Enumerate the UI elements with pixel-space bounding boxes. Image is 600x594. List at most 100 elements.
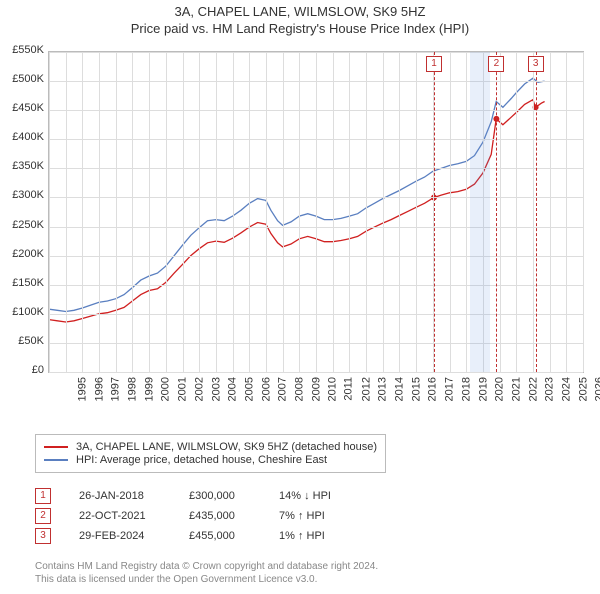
y-axis-label: £500K <box>4 73 44 85</box>
gridline-v <box>533 52 534 372</box>
gridline-v <box>183 52 184 372</box>
chart-area: 123 £0£50K£100K£150K£200K£250K£300K£350K… <box>0 46 600 426</box>
x-axis-label: 2002 <box>193 377 205 401</box>
gridline-v <box>500 52 501 372</box>
legend: 3A, CHAPEL LANE, WILMSLOW, SK9 5HZ (deta… <box>35 434 386 473</box>
gridline-v <box>283 52 284 372</box>
gridline-v <box>366 52 367 372</box>
x-axis-label: 2018 <box>460 377 472 401</box>
y-axis-label: £250K <box>4 219 44 231</box>
legend-swatch <box>44 459 68 461</box>
gridline-v <box>566 52 567 372</box>
x-axis-label: 2019 <box>477 377 489 401</box>
x-axis-label: 2009 <box>310 377 322 401</box>
footnote-line2: This data is licensed under the Open Gov… <box>35 573 378 586</box>
x-axis-label: 2014 <box>394 377 406 401</box>
gridline-v <box>99 52 100 372</box>
sales-delta: 7% ↑ HPI <box>279 510 379 522</box>
sale-marker: 1 <box>426 56 442 72</box>
sales-number-badge: 3 <box>35 528 51 544</box>
x-axis-label: 2000 <box>160 377 172 401</box>
sales-date: 26-JAN-2018 <box>79 490 189 502</box>
sale-guideline <box>434 52 435 372</box>
x-axis-label: 2007 <box>277 377 289 401</box>
gridline-v <box>333 52 334 372</box>
gridline-v <box>466 52 467 372</box>
x-axis-label: 2023 <box>544 377 556 401</box>
gridline-v <box>399 52 400 372</box>
x-axis-label: 2021 <box>510 377 522 401</box>
gridline-v <box>116 52 117 372</box>
gridline-v <box>216 52 217 372</box>
y-axis-label: £0 <box>4 364 44 376</box>
sale-guideline <box>536 52 537 372</box>
sales-date: 29-FEB-2024 <box>79 530 189 542</box>
legend-item: HPI: Average price, detached house, Ches… <box>44 454 377 466</box>
gridline-v <box>516 52 517 372</box>
sales-number-badge: 2 <box>35 508 51 524</box>
y-axis-label: £100K <box>4 306 44 318</box>
gridline-v <box>266 52 267 372</box>
gridline-v <box>450 52 451 372</box>
x-axis-label: 2013 <box>377 377 389 401</box>
x-axis-label: 2008 <box>293 377 305 401</box>
x-axis-label: 2025 <box>577 377 589 401</box>
x-axis-label: 2020 <box>494 377 506 401</box>
gridline-v <box>299 52 300 372</box>
x-axis-label: 2010 <box>327 377 339 401</box>
sale-marker: 2 <box>488 56 504 72</box>
x-axis-label: 2015 <box>410 377 422 401</box>
gridline-v <box>66 52 67 372</box>
gridline-v <box>416 52 417 372</box>
y-axis-label: £450K <box>4 102 44 114</box>
gridline-v <box>383 52 384 372</box>
y-axis-label: £50K <box>4 335 44 347</box>
sales-table: 126-JAN-2018£300,00014% ↓ HPI222-OCT-202… <box>35 484 379 548</box>
x-axis-label: 2006 <box>260 377 272 401</box>
x-axis-label: 2016 <box>427 377 439 401</box>
gridline-v <box>583 52 584 372</box>
gridline-v <box>349 52 350 372</box>
x-axis-label: 2026 <box>594 377 600 401</box>
gridline-v <box>233 52 234 372</box>
y-axis-label: £350K <box>4 160 44 172</box>
sales-price: £300,000 <box>189 490 279 502</box>
sales-row: 1 26-JAN-2018£300,00014% ↓ HPI <box>35 488 379 504</box>
sales-price: £435,000 <box>189 510 279 522</box>
x-axis-label: 1999 <box>143 377 155 401</box>
gridline-h <box>49 372 583 373</box>
sales-row: 329-FEB-2024£455,0001% ↑ HPI <box>35 528 379 544</box>
title-subtitle: Price paid vs. HM Land Registry's House … <box>0 21 600 36</box>
x-axis-label: 2022 <box>527 377 539 401</box>
x-axis-label: 1995 <box>76 377 88 401</box>
sale-marker: 3 <box>528 56 544 72</box>
legend-label: HPI: Average price, detached house, Ches… <box>76 454 327 466</box>
x-axis-label: 2005 <box>243 377 255 401</box>
shaded-range <box>470 52 490 372</box>
sale-guideline <box>496 52 497 372</box>
x-axis-label: 2001 <box>177 377 189 401</box>
x-axis-label: 2024 <box>560 377 572 401</box>
legend-swatch <box>44 446 68 448</box>
legend-item: 3A, CHAPEL LANE, WILMSLOW, SK9 5HZ (deta… <box>44 441 377 453</box>
footnote: Contains HM Land Registry data © Crown c… <box>35 560 378 586</box>
y-axis-label: £550K <box>4 44 44 56</box>
gridline-v <box>82 52 83 372</box>
footnote-line1: Contains HM Land Registry data © Crown c… <box>35 560 378 573</box>
gridline-v <box>249 52 250 372</box>
x-axis-label: 1997 <box>110 377 122 401</box>
x-axis-label: 1996 <box>93 377 105 401</box>
plot-area: 1 2 3 <box>48 51 584 373</box>
gridline-v <box>166 52 167 372</box>
x-axis-label: 2012 <box>360 377 372 401</box>
gridline-v <box>199 52 200 372</box>
gridline-v <box>316 52 317 372</box>
y-axis-label: £150K <box>4 277 44 289</box>
legend-label: 3A, CHAPEL LANE, WILMSLOW, SK9 5HZ (deta… <box>76 441 377 453</box>
sales-number-badge: 1 <box>35 488 51 504</box>
gridline-v <box>132 52 133 372</box>
x-axis-label: 1998 <box>127 377 139 401</box>
x-axis-label: 2011 <box>343 377 355 401</box>
x-axis-label: 2004 <box>227 377 239 401</box>
sales-delta: 14% ↓ HPI <box>279 490 379 502</box>
